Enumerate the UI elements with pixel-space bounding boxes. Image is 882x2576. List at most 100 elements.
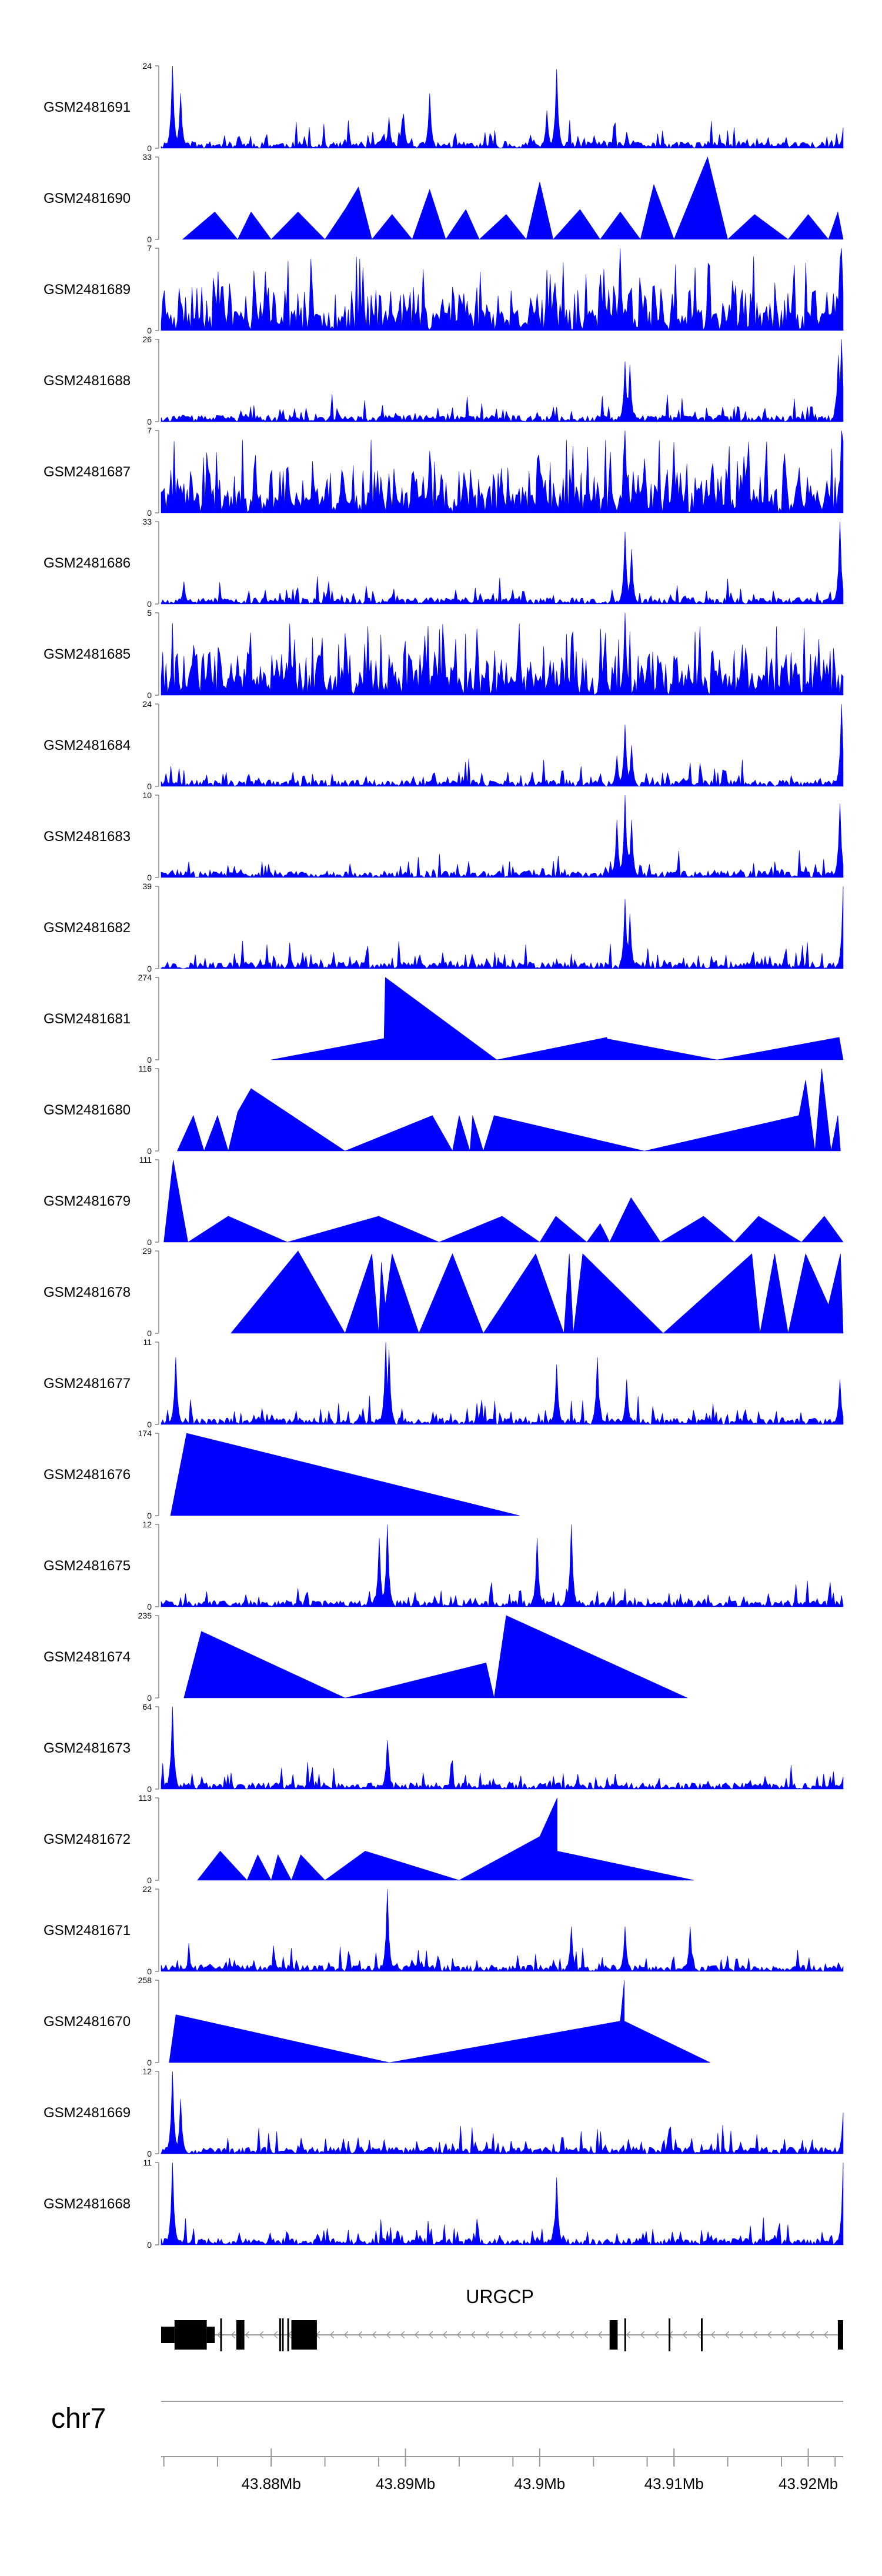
exon [624, 2318, 626, 2351]
ymax-label: 26 [142, 335, 152, 344]
strand-arrow [682, 2331, 687, 2339]
ymin-label: 0 [147, 2149, 152, 2158]
ymin-label: 0 [147, 1055, 152, 1065]
strand-arrow [372, 2331, 377, 2339]
strand-arrow [753, 2331, 758, 2339]
coverage-area [161, 339, 844, 423]
track-GSM2481674: GSM2481674 235 0 [44, 1611, 688, 1703]
ymax-label: 7 [147, 243, 152, 253]
axis-ticks: 43.88Mb 43.89Mb 43.9Mb 43.91Mb 43.92Mb [163, 2448, 838, 2492]
ymax-label: 174 [138, 1429, 152, 1438]
track-label: GSM2481671 [44, 1923, 131, 1938]
track-label: GSM2481681 [44, 1011, 131, 1027]
track-label: GSM2481672 [44, 1831, 131, 1847]
ymax-label: 116 [139, 1064, 152, 1073]
genome-axis: chr7 43.88Mb 43.89Mb 43.9Mb 43.91Mb 43.92Mb [51, 2401, 843, 2492]
track-label: GSM2481687 [44, 464, 131, 480]
track-GSM2481685: GSM2481685 5 0 [44, 608, 844, 700]
track-GSM2481673: GSM2481673 64 0 [44, 1702, 844, 1794]
strand-arrow [230, 2331, 236, 2339]
coverage-area [161, 886, 844, 969]
ymax-label: 11 [143, 1337, 152, 1347]
coverage-area [161, 2071, 844, 2154]
coverage-area [161, 248, 844, 331]
coverage-area [161, 1342, 844, 1425]
ymin-label: 0 [147, 1602, 152, 1611]
coverage-area [197, 1797, 694, 1881]
strand-arrow [795, 2331, 800, 2339]
coverage-area [230, 1250, 844, 1334]
track-GSM2481681: GSM2481681 274 0 [44, 973, 844, 1065]
track-GSM2481683: GSM2481683 10 0 [44, 790, 844, 882]
ymax-label: 39 [142, 882, 152, 891]
strand-arrow [400, 2331, 405, 2339]
coverage-area [161, 1524, 844, 1607]
ymax-label: 10 [142, 790, 152, 800]
ymin-label: 0 [147, 1784, 152, 1794]
ymin-label: 0 [147, 1329, 152, 1338]
ymax-label: 258 [138, 1976, 152, 1985]
track-GSM2481687: GSM2481687 7 0 [44, 426, 844, 518]
track-label: GSM2481669 [44, 2105, 131, 2121]
strand-arrow [654, 2331, 659, 2339]
ymax-label: 33 [142, 152, 152, 162]
track-label: GSM2481688 [44, 373, 131, 389]
track-label: GSM2481682 [44, 920, 131, 936]
ymax-label: 235 [138, 1611, 152, 1620]
coverage-area [170, 1433, 520, 1516]
strand-arrow [555, 2331, 560, 2339]
strand-arrow [329, 2331, 335, 2339]
coverage-area [161, 521, 844, 605]
coverage-area [169, 1980, 711, 2063]
coverage-area [163, 1159, 844, 1243]
ymin-label: 0 [147, 2240, 152, 2250]
strand-arrow [640, 2331, 645, 2339]
strand-arrow [710, 2331, 716, 2339]
ymin-label: 0 [147, 144, 152, 153]
axis-tick-label: 43.88Mb [242, 2475, 301, 2492]
track-GSM2481675: GSM2481675 12 0 [44, 1520, 844, 1611]
strand-arrow [456, 2331, 462, 2339]
ymin-label: 0 [147, 782, 152, 791]
strand-arrow [696, 2331, 701, 2339]
strand-arrow [626, 2331, 631, 2339]
coverage-area [161, 612, 844, 696]
ymax-label: 64 [142, 1702, 152, 1711]
track-GSM2481686: GSM2481686 33 0 [44, 517, 844, 609]
ymin-label: 0 [147, 2058, 152, 2067]
exon [206, 2327, 215, 2343]
ymin-label: 0 [147, 417, 152, 426]
ymin-label: 0 [147, 1967, 152, 1976]
coverage-tracks: GSM2481691240GSM2481690330GSM248168970GS… [44, 61, 844, 2250]
axis-tick-label: 43.9Mb [514, 2475, 566, 2492]
track-label: GSM2481691 [44, 99, 131, 115]
track-GSM2481671: GSM2481671 22 0 [44, 1884, 844, 1976]
ymin-label: 0 [147, 1420, 152, 1429]
strand-arrow [245, 2331, 250, 2339]
exon [236, 2320, 245, 2350]
coverage-area [161, 65, 844, 149]
coverage-area [161, 1706, 844, 1790]
exon [282, 2318, 284, 2351]
track-label: GSM2481685 [44, 646, 131, 662]
gene-label: URGCP [466, 2286, 534, 2307]
coverage-area [161, 430, 844, 513]
track-label: GSM2481679 [44, 1193, 131, 1209]
track-label: GSM2481675 [44, 1558, 131, 1574]
strand-arrow [428, 2331, 433, 2339]
track-label: GSM2481673 [44, 1740, 131, 1756]
ymax-label: 111 [139, 1155, 152, 1164]
ymin-label: 0 [147, 235, 152, 244]
strand-arrow [485, 2331, 490, 2339]
track-GSM2481690: GSM2481690 33 0 [44, 152, 844, 244]
ymin-label: 0 [147, 873, 152, 882]
coverage-area [161, 2162, 844, 2245]
strand-arrow [569, 2331, 574, 2339]
exon [669, 2318, 671, 2351]
strand-arrow [724, 2331, 730, 2339]
strand-arrow [513, 2331, 518, 2339]
track-label: GSM2481678 [44, 1284, 131, 1300]
strand-arrow [781, 2331, 786, 2339]
ymin-label: 0 [147, 690, 152, 700]
